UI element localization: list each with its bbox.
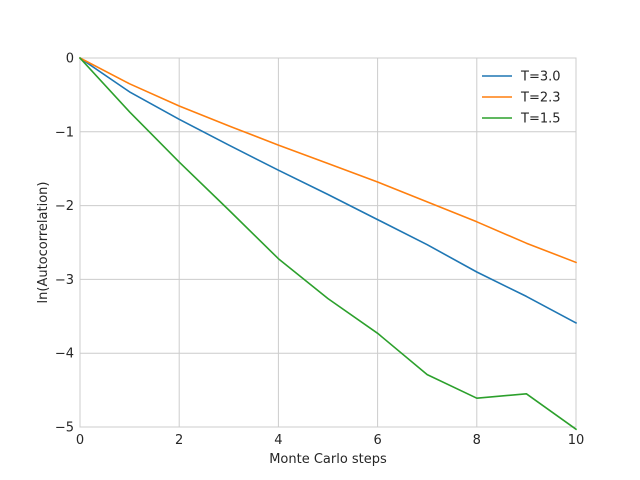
x-tick-label: 6 xyxy=(373,433,381,448)
y-axis-label: ln(Autocorrelation) xyxy=(36,182,51,304)
y-tick-label: −1 xyxy=(55,125,74,140)
x-grid xyxy=(79,58,577,427)
legend-item: T=2.3 xyxy=(482,91,561,106)
legend-label: T=1.5 xyxy=(520,112,561,127)
x-axis-label: Monte Carlo steps xyxy=(269,452,387,467)
series-line-T=3.0 xyxy=(78,56,578,324)
x-tick-label: 10 xyxy=(568,433,585,448)
x-tick-label: 0 xyxy=(76,433,84,448)
x-tick-label: 4 xyxy=(274,433,282,448)
y-tick-label: −3 xyxy=(55,273,74,288)
y-tick-labels: 0 −1 −2 −3 −4 −5 xyxy=(55,52,74,436)
legend: T=3.0 T=2.3 T=1.5 xyxy=(482,70,561,127)
y-tick-label: −5 xyxy=(55,421,74,436)
y-grid xyxy=(80,57,576,428)
y-tick-label: −4 xyxy=(55,347,74,362)
legend-item: T=3.0 xyxy=(482,70,561,85)
x-tick-label: 2 xyxy=(175,433,183,448)
legend-label: T=3.0 xyxy=(520,70,561,85)
legend-item: T=1.5 xyxy=(482,112,561,127)
series-line-T=2.3 xyxy=(78,56,578,264)
series-lines xyxy=(78,56,578,431)
plot-frame xyxy=(79,57,577,428)
series-line-T=1.5 xyxy=(78,56,578,431)
x-tick-label: 8 xyxy=(473,433,481,448)
x-tick-labels: 0 2 4 6 8 10 xyxy=(76,433,584,448)
y-tick-label: −2 xyxy=(55,199,74,214)
legend-label: T=2.3 xyxy=(520,91,561,106)
y-tick-label: 0 xyxy=(66,52,74,67)
